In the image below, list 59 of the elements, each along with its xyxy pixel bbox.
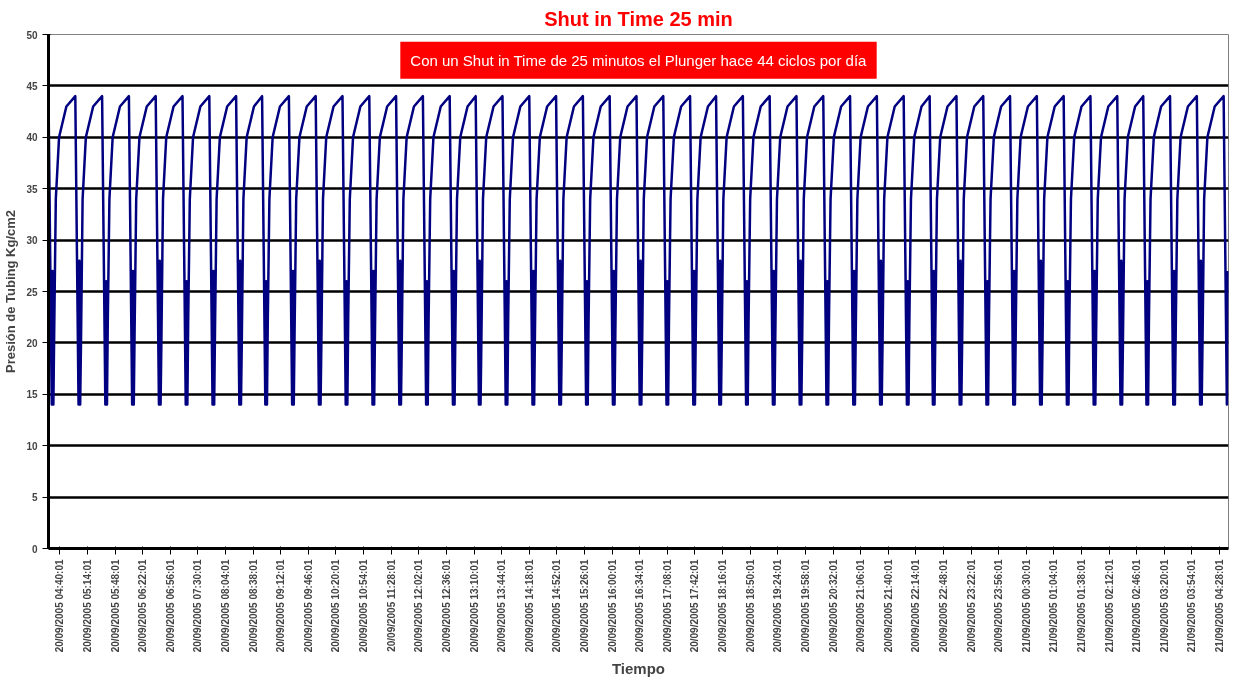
x-tick-label: 20/09/2005 14:52:01 (551, 559, 563, 653)
y-tick-label: 45 (26, 80, 38, 92)
line-series (48, 94, 1229, 406)
x-tick-label: 21/09/2005 03:54:01 (1186, 559, 1198, 653)
x-tick-label: 20/09/2005 22:14:01 (910, 559, 922, 653)
y-tick-label: 5 (31, 492, 38, 504)
x-tick-label: 20/09/2005 17:42:01 (689, 559, 701, 653)
x-tick-label: 20/09/2005 05:14:01 (81, 559, 93, 653)
x-tick-label: 21/09/2005 02:12:01 (1103, 559, 1115, 653)
chart-title: Shut in Time 25 min (544, 7, 733, 30)
x-tick-label: 20/09/2005 10:20:01 (330, 559, 342, 653)
y-tick-label: 30 (26, 235, 38, 247)
y-tick-label: 20 (26, 337, 38, 349)
x-tick-label: 21/09/2005 00:30:01 (1020, 559, 1032, 653)
x-tick-label: 20/09/2005 18:50:01 (744, 559, 756, 653)
x-tick-label: 20/09/2005 14:18:01 (523, 559, 535, 653)
x-tick-label: 20/09/2005 08:04:01 (220, 559, 232, 653)
x-axis-title: Tiempo (611, 660, 666, 678)
x-tick-label: 20/09/2005 12:02:01 (413, 559, 425, 653)
x-tick-label: 20/09/2005 13:44:01 (496, 559, 508, 653)
y-tick-label: 10 (26, 440, 38, 452)
x-tick-label: 20/09/2005 21:06:01 (855, 559, 867, 653)
x-tick-label: 20/09/2005 07:30:01 (192, 559, 204, 653)
x-tick-label: 21/09/2005 04:28:01 (1214, 559, 1226, 653)
y-tick-label: 15 (26, 389, 38, 401)
annotation: Con un Shut in Time de 25 minutos el Plunger hace 44 ciclos por día (410, 51, 868, 69)
x-tick-label: 20/09/2005 09:46:01 (302, 559, 314, 653)
x-tick-label: 20/09/2005 12:36:01 (440, 559, 452, 653)
x-tick-label: 20/09/2005 11:28:01 (385, 559, 397, 652)
x-tick-label: 21/09/2005 03:20:01 (1158, 559, 1170, 653)
x-tick-label: 20/09/2005 23:22:01 (965, 559, 977, 653)
x-tick-label: 20/09/2005 06:56:01 (164, 559, 176, 653)
y-tick-label: 25 (26, 286, 38, 298)
x-tick-label: 20/09/2005 04:40:01 (54, 559, 66, 653)
x-tick-label: 20/09/2005 06:22:01 (137, 559, 149, 653)
x-tick-label: 20/09/2005 10:54:01 (358, 559, 370, 653)
x-tick-label: 20/09/2005 09:12:01 (275, 559, 287, 653)
x-tick-label: 20/09/2005 22:48:01 (937, 559, 949, 653)
y-tick-label: 50 (26, 29, 38, 41)
y-tick-label: 40 (26, 132, 38, 144)
x-tick-label: 20/09/2005 18:16:01 (717, 559, 729, 653)
x-tick-label: 20/09/2005 19:58:01 (799, 559, 811, 653)
x-tick-label: 20/09/2005 21:40:01 (882, 559, 894, 653)
x-tick-label: 20/09/2005 23:56:01 (993, 559, 1005, 653)
x-tick-label: 21/09/2005 02:46:01 (1131, 559, 1143, 653)
x-tick-label: 20/09/2005 08:38:01 (247, 559, 259, 653)
x-tick-label: 20/09/2005 15:26:01 (578, 559, 590, 653)
x-tick-label: 20/09/2005 05:48:01 (109, 559, 121, 653)
y-tick-label: 0 (31, 543, 38, 555)
x-tick-label: 21/09/2005 01:38:01 (1076, 559, 1088, 653)
x-tick-label: 20/09/2005 16:34:01 (634, 559, 646, 653)
x-tick-label: 20/09/2005 13:10:01 (468, 559, 480, 653)
x-tick-label: 20/09/2005 19:24:01 (772, 559, 784, 653)
x-tick-label: 20/09/2005 16:00:01 (606, 559, 618, 653)
y-axis-title: Presión de Tubing Kg/cm2 (3, 209, 19, 373)
x-tick-label: 20/09/2005 20:32:01 (827, 559, 839, 653)
x-tick-label: 21/09/2005 01:04:01 (1048, 559, 1060, 653)
x-tick-label: 20/09/2005 17:08:01 (661, 559, 673, 653)
y-tick-label: 35 (26, 183, 38, 195)
